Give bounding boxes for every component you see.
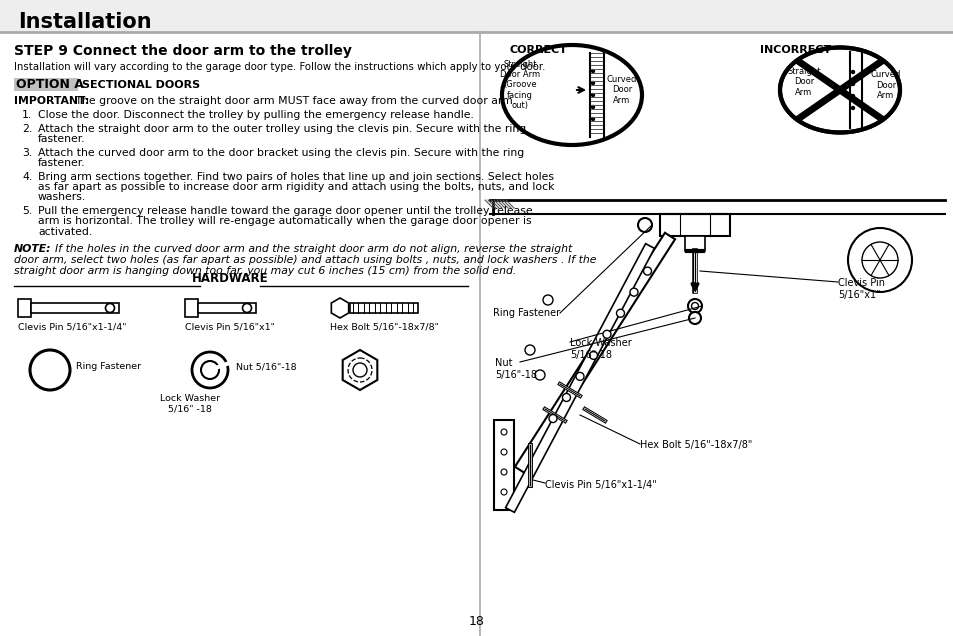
Text: The groove on the straight door arm MUST face away from the curved door arm.: The groove on the straight door arm MUST… (71, 96, 516, 106)
FancyBboxPatch shape (30, 303, 119, 313)
Circle shape (548, 415, 557, 422)
Text: washers.: washers. (38, 193, 86, 202)
Text: door arm, select two holes (as far apart as possible) and attach using bolts , n: door arm, select two holes (as far apart… (14, 255, 596, 265)
FancyBboxPatch shape (185, 299, 198, 317)
Text: 3.: 3. (22, 148, 32, 158)
Text: Hex Bolt 5/16"-18x7/8": Hex Bolt 5/16"-18x7/8" (330, 322, 438, 331)
Text: Clevis Pin 5/16"x1-1/4": Clevis Pin 5/16"x1-1/4" (544, 480, 656, 490)
Circle shape (629, 288, 638, 296)
Text: OPTION A: OPTION A (16, 78, 84, 91)
Polygon shape (505, 244, 654, 513)
FancyBboxPatch shape (198, 303, 255, 313)
Text: Curved
Door
Arm: Curved Door Arm (870, 70, 901, 100)
Polygon shape (331, 298, 348, 318)
Text: Clevis Pin
5/16"x1": Clevis Pin 5/16"x1" (837, 278, 884, 300)
Circle shape (562, 394, 570, 401)
Circle shape (643, 267, 651, 275)
Circle shape (590, 105, 595, 109)
FancyBboxPatch shape (684, 236, 704, 251)
Text: Nut
5/16"-18: Nut 5/16"-18 (495, 358, 537, 380)
Text: SECTIONAL DOORS: SECTIONAL DOORS (82, 80, 200, 90)
Text: Pull the emergency release handle toward the garage door opener until the trolle: Pull the emergency release handle toward… (38, 206, 532, 216)
Text: arm is horizontal. The trolley will re-engage automatically when the garage door: arm is horizontal. The trolley will re-e… (38, 216, 531, 226)
Circle shape (850, 93, 854, 98)
Text: STEP 9 Connect the door arm to the trolley: STEP 9 Connect the door arm to the troll… (14, 44, 352, 58)
Text: 1.: 1. (22, 110, 32, 120)
Circle shape (500, 489, 506, 495)
FancyBboxPatch shape (18, 299, 30, 317)
Text: NOTE:: NOTE: (14, 244, 51, 254)
Text: INCORRECT: INCORRECT (760, 45, 830, 55)
Circle shape (242, 303, 252, 312)
Text: Hex Bolt 5/16"-18x7/8": Hex Bolt 5/16"-18x7/8" (639, 440, 752, 450)
Circle shape (616, 309, 624, 317)
Text: fastener.: fastener. (38, 158, 86, 168)
Circle shape (850, 70, 854, 74)
Ellipse shape (780, 48, 899, 132)
Text: IMPORTANT:: IMPORTANT: (14, 96, 90, 106)
Circle shape (576, 373, 583, 380)
Circle shape (535, 370, 544, 380)
FancyBboxPatch shape (494, 420, 514, 510)
Circle shape (688, 312, 700, 324)
Text: 18: 18 (469, 615, 484, 628)
Text: 2.: 2. (22, 123, 32, 134)
Circle shape (589, 351, 597, 359)
Text: Clevis Pin 5/16"x1": Clevis Pin 5/16"x1" (185, 322, 274, 331)
Text: Lock Washer
5/16"-18: Lock Washer 5/16"-18 (569, 338, 631, 359)
Text: 4.: 4. (22, 172, 32, 181)
Circle shape (30, 350, 70, 390)
Text: Close the door. Disconnect the trolley by pulling the emergency release handle.: Close the door. Disconnect the trolley b… (38, 110, 474, 120)
Polygon shape (342, 350, 377, 390)
Ellipse shape (501, 45, 641, 145)
Text: Lock Washer
5/16" -18: Lock Washer 5/16" -18 (160, 394, 220, 413)
Circle shape (590, 93, 595, 97)
FancyBboxPatch shape (350, 303, 417, 313)
Text: fastener.: fastener. (38, 134, 86, 144)
Text: Attach the curved door arm to the door bracket using the clevis pin. Secure with: Attach the curved door arm to the door b… (38, 148, 524, 158)
Circle shape (850, 82, 854, 86)
Text: Bring arm sections together. Find two pairs of holes that line up and join secti: Bring arm sections together. Find two pa… (38, 172, 554, 181)
FancyBboxPatch shape (659, 214, 729, 236)
Text: If the holes in the curved door arm and the straight door arm do not align, reve: If the holes in the curved door arm and … (48, 244, 572, 254)
Circle shape (862, 242, 897, 278)
Text: Clevis Pin 5/16"x1-1/4": Clevis Pin 5/16"x1-1/4" (18, 322, 127, 331)
Circle shape (850, 106, 854, 110)
Circle shape (590, 69, 595, 73)
Circle shape (500, 449, 506, 455)
Circle shape (524, 345, 535, 355)
Text: HARDWARE: HARDWARE (192, 272, 268, 285)
Text: Nut 5/16"-18: Nut 5/16"-18 (235, 362, 296, 371)
Text: Ring Fastener: Ring Fastener (493, 308, 559, 318)
Circle shape (602, 330, 610, 338)
Text: straight door arm is hanging down too far, you may cut 6 inches (15 cm) from the: straight door arm is hanging down too fa… (14, 265, 516, 275)
Text: Ring Fastener: Ring Fastener (76, 362, 141, 371)
Circle shape (106, 303, 114, 312)
Text: CORRECT: CORRECT (510, 45, 567, 55)
Circle shape (638, 218, 651, 232)
FancyBboxPatch shape (0, 0, 953, 32)
Circle shape (353, 363, 367, 377)
Text: Installation: Installation (18, 12, 152, 32)
Text: as far apart as possible to increase door arm rigidity and attach using the bolt: as far apart as possible to increase doo… (38, 182, 554, 192)
Circle shape (500, 429, 506, 435)
Circle shape (691, 303, 698, 310)
Text: Straight
Door
Arm: Straight Door Arm (786, 67, 820, 97)
Circle shape (590, 81, 595, 85)
Circle shape (687, 299, 701, 313)
FancyBboxPatch shape (14, 78, 78, 91)
Circle shape (542, 295, 553, 305)
Circle shape (500, 469, 506, 475)
Text: Installation will vary according to the garage door type. Follow the instruction: Installation will vary according to the … (14, 62, 545, 72)
Text: 5.: 5. (22, 206, 32, 216)
Circle shape (847, 228, 911, 292)
Circle shape (192, 352, 228, 388)
Text: Attach the straight door arm to the outer trolley using the clevis pin. Secure w: Attach the straight door arm to the oute… (38, 123, 526, 134)
Text: Curved
Door
Arm: Curved Door Arm (606, 75, 637, 105)
Circle shape (201, 361, 219, 379)
Circle shape (590, 117, 595, 121)
Polygon shape (515, 233, 675, 473)
Text: Straight
Door Arm
(Groove
facing
out): Straight Door Arm (Groove facing out) (499, 60, 539, 110)
Text: activated.: activated. (38, 227, 92, 237)
